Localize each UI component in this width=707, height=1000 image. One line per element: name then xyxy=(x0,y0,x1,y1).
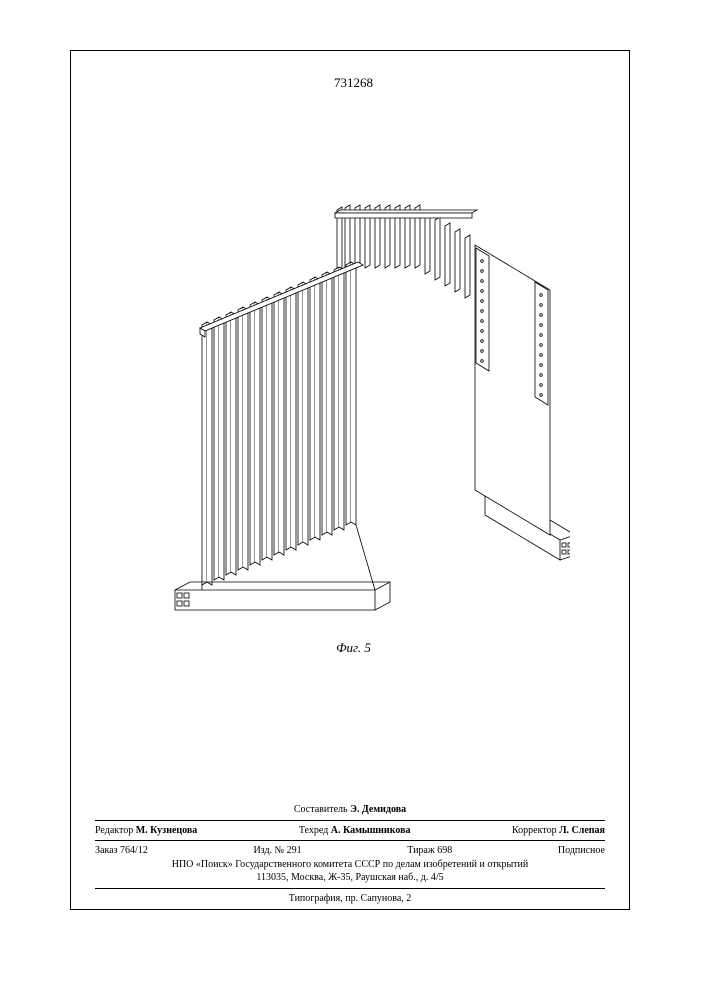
back-top-bar xyxy=(335,210,477,218)
order-label: Заказ xyxy=(95,845,118,856)
editor-label: Редактор xyxy=(95,825,133,836)
izd-value: 291 xyxy=(287,845,302,856)
figure-5 xyxy=(140,190,570,620)
back-fins xyxy=(337,205,470,298)
front-base-rail xyxy=(175,582,390,610)
compiler-name: Э. Демидова xyxy=(350,804,406,815)
right-connector-strip-near xyxy=(476,248,489,371)
techred-name: А. Камышникова xyxy=(331,825,411,836)
right-connector-strip-far xyxy=(535,282,548,405)
compiler-label: Составитель xyxy=(294,804,348,815)
editor-name: М. Кузнецова xyxy=(136,825,198,836)
figure-caption: Фиг. 5 xyxy=(0,640,707,656)
order-value: 764/12 xyxy=(120,845,148,856)
tirage-value: 698 xyxy=(437,845,452,856)
credits-block: Составитель Э. Демидова Редактор М. Кузн… xyxy=(95,803,605,905)
corrector-label: Корректор xyxy=(512,825,557,836)
typography: Типография, пр. Сапунова, 2 xyxy=(95,892,605,906)
heatsink-diagram xyxy=(140,190,570,620)
publisher-address: 113035, Москва, Ж-35, Раушская наб., д. … xyxy=(95,871,605,885)
corrector-name: Л. Слепая xyxy=(559,825,605,836)
front-fins xyxy=(202,262,356,585)
tirage-label: Тираж xyxy=(407,845,435,856)
publisher: НПО «Поиск» Государственного комитета СС… xyxy=(95,858,605,872)
document-number: 731268 xyxy=(0,75,707,91)
izd-label: Изд. № xyxy=(253,845,284,856)
techred-label: Техред xyxy=(299,825,328,836)
subscription: Подписное xyxy=(558,844,605,858)
